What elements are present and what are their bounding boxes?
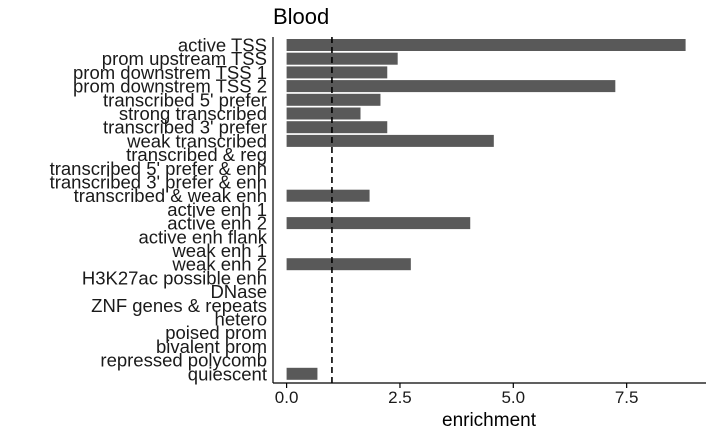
bar-active-tss bbox=[286, 39, 686, 51]
category-label-weak-transcribed: weak transcribed bbox=[126, 130, 267, 151]
category-label-active-enh-1: active enh 1 bbox=[167, 199, 267, 220]
bar-weak-enh-2 bbox=[286, 258, 411, 271]
category-label-active-enh-flank: active enh flank bbox=[138, 226, 267, 247]
chart-title: Blood bbox=[273, 4, 329, 29]
category-label-znf-genes-repeats: ZNF genes & repeats bbox=[91, 295, 267, 316]
bars-group bbox=[286, 39, 686, 380]
category-label-repressed-polycomb: repressed polycomb bbox=[100, 350, 267, 371]
category-label-prom-upstream-tss: prom upstream TSS bbox=[102, 48, 267, 69]
bar-transcribed-5-prefer bbox=[286, 93, 381, 106]
category-label-transcribed-3-prefer-enh: transcribed 3' prefer & enh bbox=[50, 172, 267, 193]
bar-prom-downstrem-tss-1 bbox=[286, 66, 388, 79]
x-axis-title: enrichment bbox=[442, 410, 537, 431]
category-label-active-enh-2: active enh 2 bbox=[167, 213, 267, 234]
bar-quiescent bbox=[286, 367, 318, 380]
x-tick-label: 0.0 bbox=[275, 388, 299, 407]
category-label-bivalent-prom: bivalent prom bbox=[156, 336, 267, 357]
category-label-transcribed-3-prefer: transcribed 3' prefer bbox=[103, 117, 267, 138]
category-label-quiescent: quiescent bbox=[188, 363, 267, 384]
category-label-strong-transcribed: strong transcribed bbox=[119, 103, 267, 124]
category-label-transcribed-5-prefer-enh: transcribed 5' prefer & enh bbox=[50, 158, 267, 179]
category-label-active-tss: active TSS bbox=[178, 35, 267, 56]
category-label-weak-enh-2: weak enh 2 bbox=[171, 254, 267, 275]
bar-transcribed-3-prefer bbox=[286, 121, 388, 134]
x-tick-label: 5.0 bbox=[501, 388, 525, 407]
category-label-poised-prom: poised prom bbox=[165, 322, 267, 343]
x-tick-label: 7.5 bbox=[615, 388, 639, 407]
category-label-h3k27ac-possible-enh: H3K27ac possible enh bbox=[82, 267, 267, 288]
bar-strong-transcribed bbox=[286, 107, 361, 120]
x-tick-label: 2.5 bbox=[388, 388, 412, 407]
bar-prom-upstream-tss bbox=[286, 52, 398, 65]
category-label-prom-downstrem-tss-2: prom downstrem TSS 2 bbox=[73, 76, 267, 97]
category-label-transcribed-reg: transcribed & reg bbox=[126, 144, 267, 165]
category-label-hetero: hetero bbox=[215, 309, 267, 330]
bar-transcribed-weak-enh bbox=[286, 189, 370, 202]
category-label-transcribed-weak-enh: transcribed & weak enh bbox=[74, 185, 267, 206]
category-label-transcribed-5-prefer: transcribed 5' prefer bbox=[103, 89, 267, 110]
bar-prom-downstrem-tss-2 bbox=[286, 80, 616, 93]
x-axis-ticks: 0.0 2.5 5.0 7.5 bbox=[275, 383, 639, 407]
category-label-weak-enh-1: weak enh 1 bbox=[171, 240, 267, 261]
category-label-dnase: DNase bbox=[210, 281, 267, 302]
category-label-prom-downstrem-tss-1: prom downstrem TSS 1 bbox=[73, 62, 267, 83]
bar-active-enh-2 bbox=[286, 217, 471, 230]
bar-weak-transcribed bbox=[286, 134, 494, 147]
